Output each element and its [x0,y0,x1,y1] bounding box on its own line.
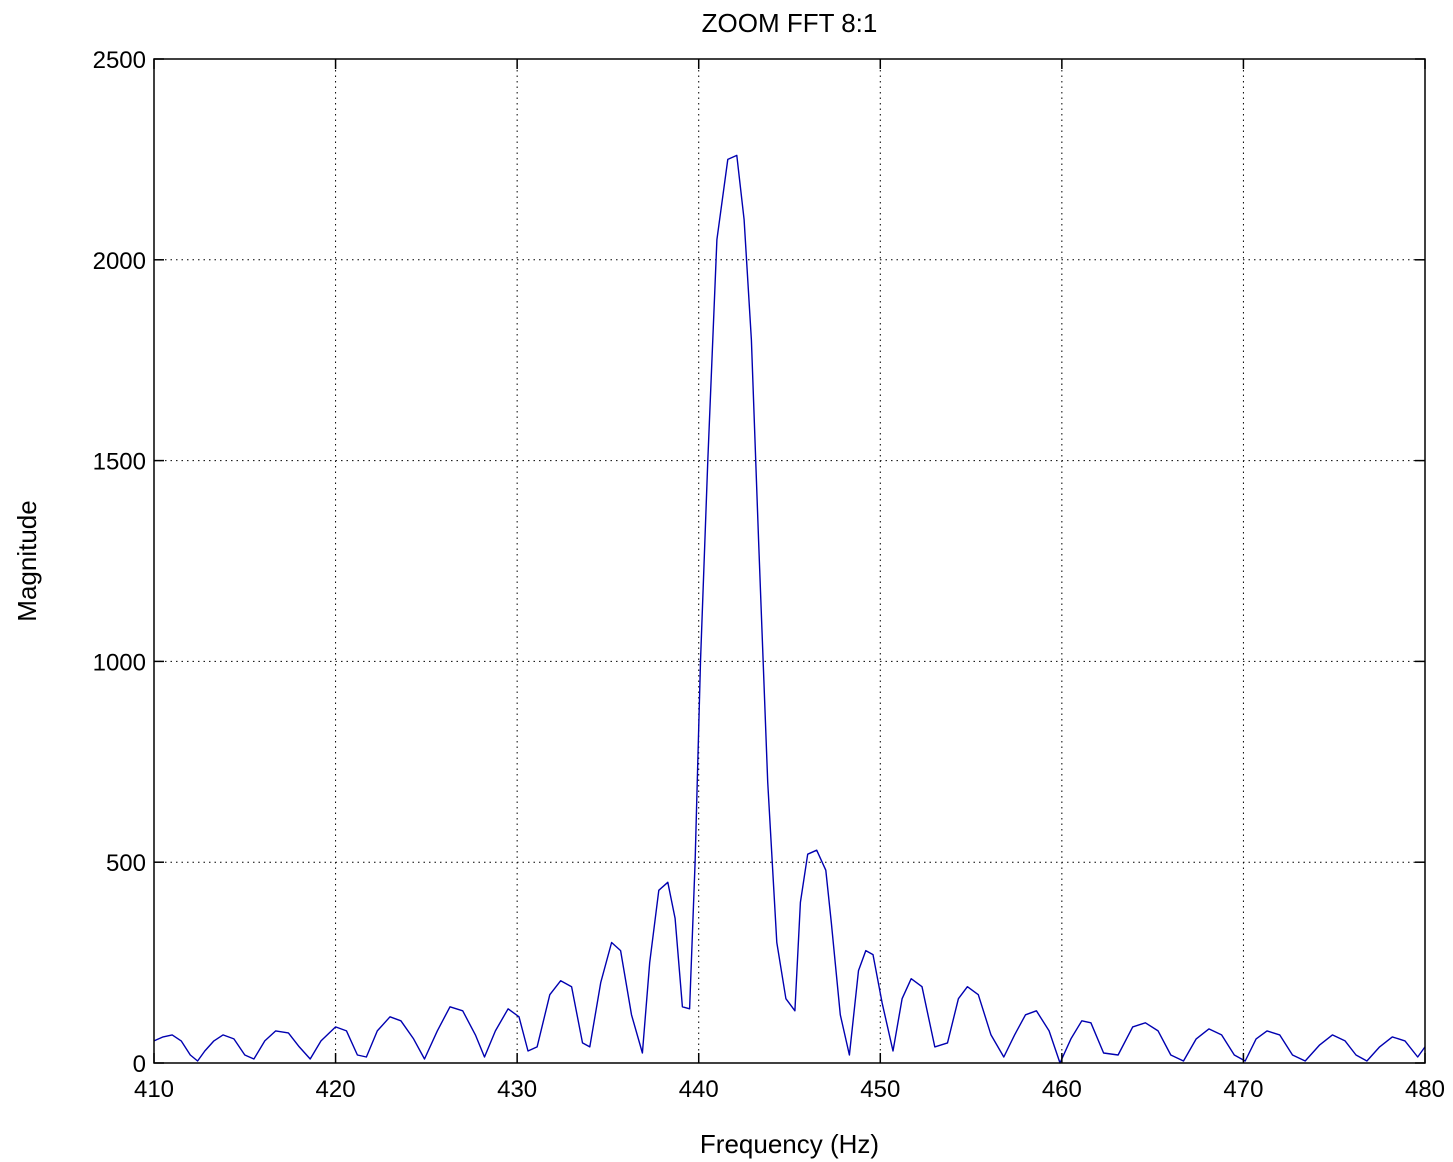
x-tick-label: 430 [497,1076,537,1103]
x-tick-label: 480 [1405,1076,1445,1103]
grid-lines [154,59,1425,1063]
x-tick-label: 420 [316,1076,356,1103]
y-axis-title: Magnitude [12,500,42,621]
chart-title: ZOOM FFT 8:1 [702,8,878,38]
x-axis-title: Frequency (Hz) [700,1129,879,1159]
y-tick-label: 1500 [93,449,146,476]
plot-line-layer [153,154,1426,1064]
y-tick-label: 0 [133,1051,146,1078]
axis-ticks: 410 420 430 440 450 460 470 480 0 500 1000 1500 2000… [93,47,1445,1103]
plot-frame [153,58,1426,1064]
y-tick-label: 2000 [93,248,146,275]
y-tick-label: 2500 [93,47,146,74]
x-tick-label: 440 [679,1076,719,1103]
x-tick-label: 470 [1223,1076,1263,1103]
x-tick-label: 460 [1042,1076,1082,1103]
x-tick-label: 450 [860,1076,900,1103]
series-line [153,154,1426,1064]
y-tick-label: 500 [106,850,146,877]
y-tick-label: 1000 [93,649,146,676]
x-tick-label: 410 [134,1076,174,1103]
